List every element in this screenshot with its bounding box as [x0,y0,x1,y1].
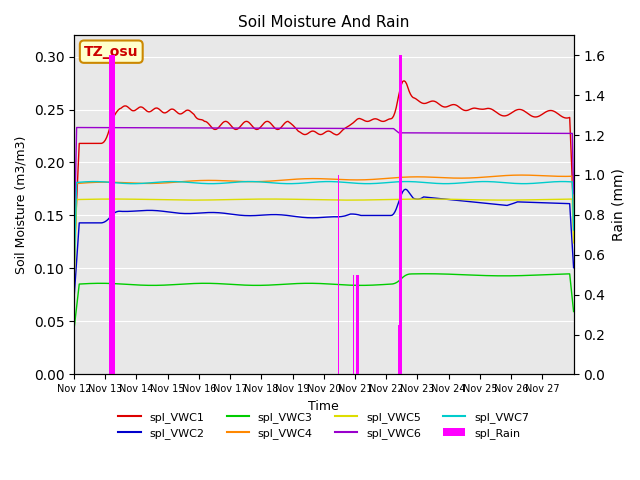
Line: spl_VWC7: spl_VWC7 [74,181,573,278]
Bar [114,55,115,374]
spl_VWC6 [104,125,112,131]
Y-axis label: Soil Moisture (m3/m3): Soil Moisture (m3/m3) [15,136,28,274]
spl_VWC1 [567,146,575,152]
spl_VWC4 [500,173,508,179]
spl_VWC6 [70,248,78,254]
Line: spl_VWC2: spl_VWC2 [74,189,573,299]
spl_VWC5 [328,197,336,203]
spl_VWC3 [87,281,95,287]
Bar [356,275,358,374]
spl_VWC4 [70,276,78,282]
Bar [358,275,359,374]
Title: Soil Moisture And Rain: Soil Moisture And Rain [238,15,410,30]
spl_VWC1 [87,141,95,146]
spl_VWC7 [570,227,577,233]
X-axis label: Time: Time [308,400,339,413]
spl_VWC5 [103,196,111,202]
spl_VWC4 [426,174,434,180]
spl_VWC3 [428,271,435,276]
spl_VWC2 [502,203,509,208]
spl_VWC2 [70,296,78,301]
Line: spl_VWC5: spl_VWC5 [74,199,573,287]
spl_VWC4 [327,176,335,182]
spl_VWC3 [422,271,430,276]
spl_VWC7 [428,180,435,186]
Bar [111,55,113,374]
spl_VWC5 [87,196,95,202]
Bar [110,55,111,374]
Text: TZ_osu: TZ_osu [84,45,138,59]
Legend: spl_VWC1, spl_VWC2, spl_VWC3, spl_VWC4, spl_VWC5, spl_VWC6, spl_VWC7, spl_Rain: spl_VWC1, spl_VWC2, spl_VWC3, spl_VWC4, … [114,407,534,444]
Bar [113,55,114,374]
spl_VWC5 [567,196,575,202]
spl_VWC6 [570,191,577,196]
spl_VWC3 [70,326,78,332]
spl_VWC6 [428,130,435,136]
spl_VWC2 [103,218,111,224]
spl_VWC4 [518,172,525,178]
spl_VWC4 [570,223,577,228]
spl_VWC7 [324,179,332,184]
spl_VWC4 [567,173,575,179]
spl_VWC7 [103,179,111,185]
spl_VWC1 [400,78,408,84]
spl_VWC7 [328,179,336,184]
spl_VWC3 [103,280,111,286]
spl_VWC1 [103,134,111,140]
spl_VWC7 [567,179,575,185]
spl_VWC6 [328,125,336,131]
spl_VWC2 [428,195,435,201]
spl_VWC1 [327,129,335,135]
spl_VWC5 [428,196,435,202]
Line: spl_VWC1: spl_VWC1 [74,81,573,258]
Bar [398,324,399,374]
spl_VWC7 [87,179,95,184]
spl_VWC1 [502,113,509,119]
Bar [399,55,401,374]
spl_VWC4 [87,180,95,185]
spl_VWC3 [327,281,335,287]
spl_VWC2 [567,222,575,228]
spl_VWC1 [70,255,78,261]
spl_VWC3 [570,309,577,314]
Line: spl_VWC6: spl_VWC6 [74,128,573,251]
spl_VWC2 [87,220,95,226]
spl_VWC3 [567,284,575,289]
spl_VWC2 [401,186,409,192]
spl_VWC1 [428,98,435,104]
spl_VWC7 [70,276,78,281]
spl_VWC6 [73,125,81,131]
Bar [338,175,339,374]
spl_VWC2 [570,265,577,271]
spl_VWC6 [567,131,575,136]
spl_VWC2 [327,214,335,220]
spl_VWC6 [502,130,509,136]
spl_VWC6 [88,125,96,131]
Bar [353,275,354,374]
Line: spl_VWC4: spl_VWC4 [74,175,573,279]
spl_VWC7 [502,180,509,186]
spl_VWC5 [266,196,273,202]
Y-axis label: Rain (mm): Rain (mm) [611,168,625,241]
spl_VWC3 [502,273,509,279]
Bar [109,55,110,374]
spl_VWC5 [570,240,577,246]
Line: spl_VWC3: spl_VWC3 [74,274,573,329]
spl_VWC5 [70,284,78,290]
spl_VWC4 [103,179,111,185]
Bar [401,55,402,374]
spl_VWC5 [502,197,509,203]
spl_VWC1 [570,210,577,216]
